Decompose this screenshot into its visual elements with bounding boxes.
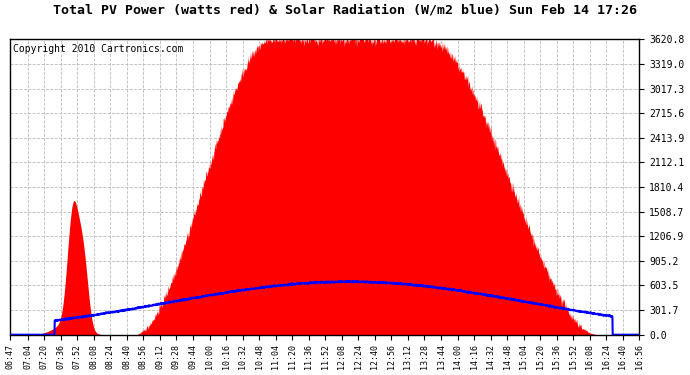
Text: Copyright 2010 Cartronics.com: Copyright 2010 Cartronics.com bbox=[13, 44, 184, 54]
Text: Total PV Power (watts red) & Solar Radiation (W/m2 blue) Sun Feb 14 17:26: Total PV Power (watts red) & Solar Radia… bbox=[53, 4, 637, 17]
